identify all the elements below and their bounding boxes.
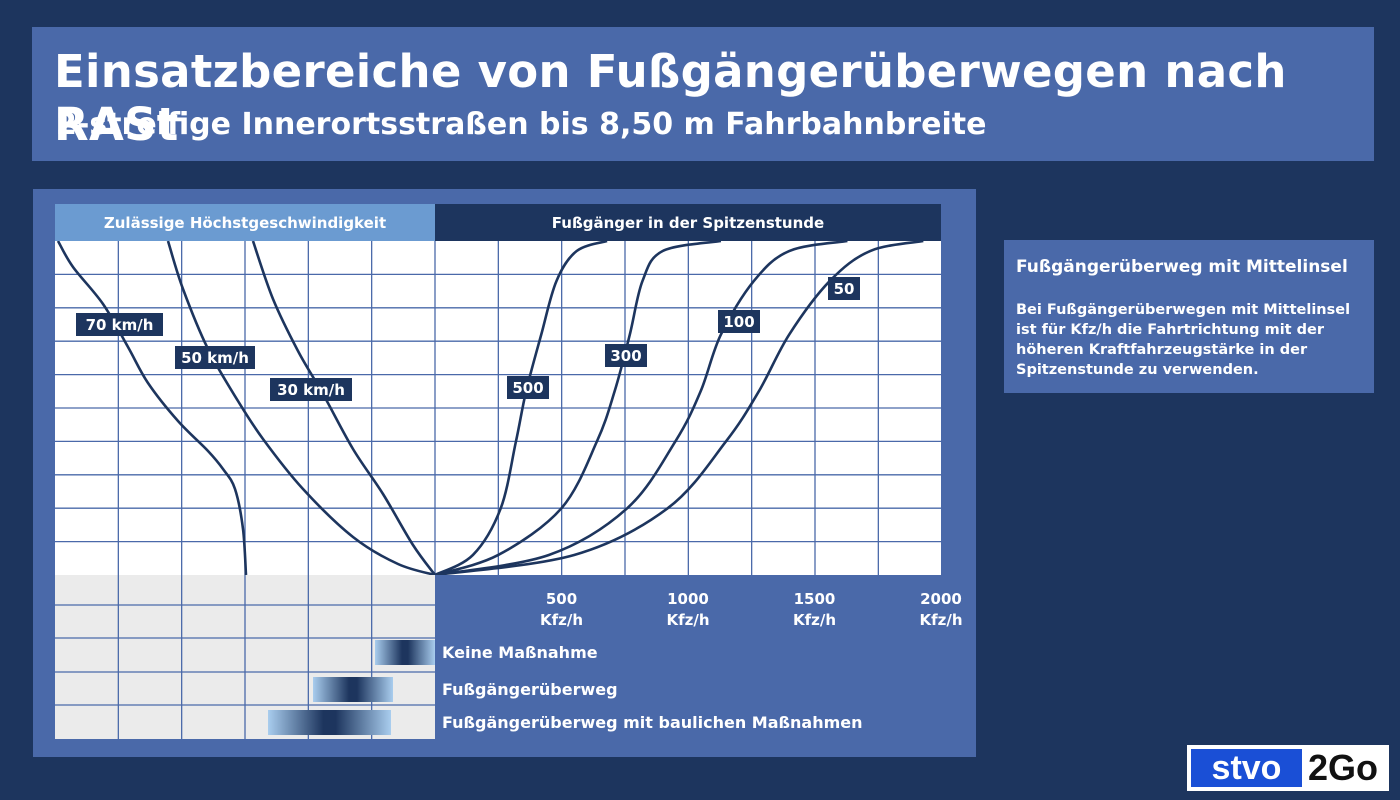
legend-label: Fußgängerüberweg: [442, 680, 618, 699]
speed-curve-2: [166, 241, 436, 575]
page-title: Einsatzbereiche von Fußgängerüberwegen n…: [54, 45, 1287, 151]
speed-curve-1: [56, 241, 248, 575]
speed-curve-3: [251, 241, 437, 575]
legend: Keine Maßnahme Fußgängerüberweg Fußgängerü…: [268, 640, 863, 735]
legend-bar: [375, 640, 435, 665]
x-tick-unit: Kfz/h: [793, 611, 836, 629]
legend-label: Fußgängerüberweg mit baulichen Maßnahmen: [442, 713, 863, 732]
speed-label-box: [270, 378, 352, 401]
pedestrian-curve-label: 100: [723, 313, 754, 331]
pedestrian-label-box: [605, 344, 647, 367]
chart-panel: Zulässige Höchstgeschwindigkeit Fußgänge…: [33, 189, 976, 757]
left-panel-header-label: Zulässige Höchstgeschwindigkeit: [104, 214, 386, 232]
pedestrian-curve-100: [434, 241, 848, 575]
info-text: Bei Fußgängerüberwegen mit Mittelinsel i…: [1016, 302, 1351, 378]
x-tick-unit: Kfz/h: [919, 611, 962, 629]
legend-bar: [313, 677, 393, 702]
logo-part-stvo: stvo: [1191, 749, 1302, 787]
info-title: Fußgängerüberweg mit Mittelinsel: [1016, 257, 1348, 277]
speed-curve-label: 50 km/h: [181, 349, 249, 367]
legend-label: Keine Maßnahme: [442, 643, 598, 662]
chart-svg: Zulässige Höchstgeschwindigkeit Fußgänge…: [55, 204, 963, 739]
right-panel-header-label: Fußgänger in der Spitzenstunde: [552, 214, 824, 232]
pedestrian-curve-label: 50: [834, 280, 855, 298]
pedestrian-label-box: [507, 376, 549, 399]
speed-curve-label: 30 km/h: [277, 381, 345, 399]
speed-label-box: [76, 313, 163, 336]
pedestrian-curve-300: [434, 241, 722, 575]
left-panel-header: [55, 204, 435, 241]
x-tick-value: 1500: [794, 590, 836, 608]
x-tick-unit: Kfz/h: [540, 611, 583, 629]
pedestrian-label-box: [718, 310, 760, 333]
x-axis-ticks: 500 Kfz/h 1000 Kfz/h 1500 Kfz/h 2000 Kfz/h: [540, 590, 963, 629]
pedestrian-curve-50: [434, 241, 924, 575]
header-banner: Einsatzbereiche von Fußgängerüberwegen n…: [32, 27, 1374, 161]
x-tick-value: 1000: [667, 590, 709, 608]
x-tick-value: 2000: [920, 590, 962, 608]
x-tick-unit: Kfz/h: [666, 611, 709, 629]
legend-bar: [268, 710, 391, 735]
brand-logo: stvo 2Go: [1187, 745, 1389, 791]
x-tick-value: 500: [546, 590, 577, 608]
page-subtitle: 2-streifige Innerortsstraßen bis 8,50 m …: [56, 107, 987, 142]
plot-grid: [55, 241, 941, 575]
speed-curve-label: 70 km/h: [86, 316, 154, 334]
pedestrian-curve-label: 300: [610, 347, 641, 365]
right-panel-header: [435, 204, 941, 241]
speed-label-box: [175, 346, 255, 369]
pedestrian-curve-label: 500: [512, 379, 543, 397]
info-box: Fußgängerüberweg mit Mittelinsel Bei Fuß…: [1004, 240, 1374, 393]
curves-group: [56, 241, 924, 575]
logo-part-2go: 2Go: [1307, 747, 1378, 788]
curve-labels: 70 km/h 50 km/h 30 km/h 500 300 100 50: [76, 277, 860, 401]
pedestrian-label-box: [828, 277, 860, 300]
